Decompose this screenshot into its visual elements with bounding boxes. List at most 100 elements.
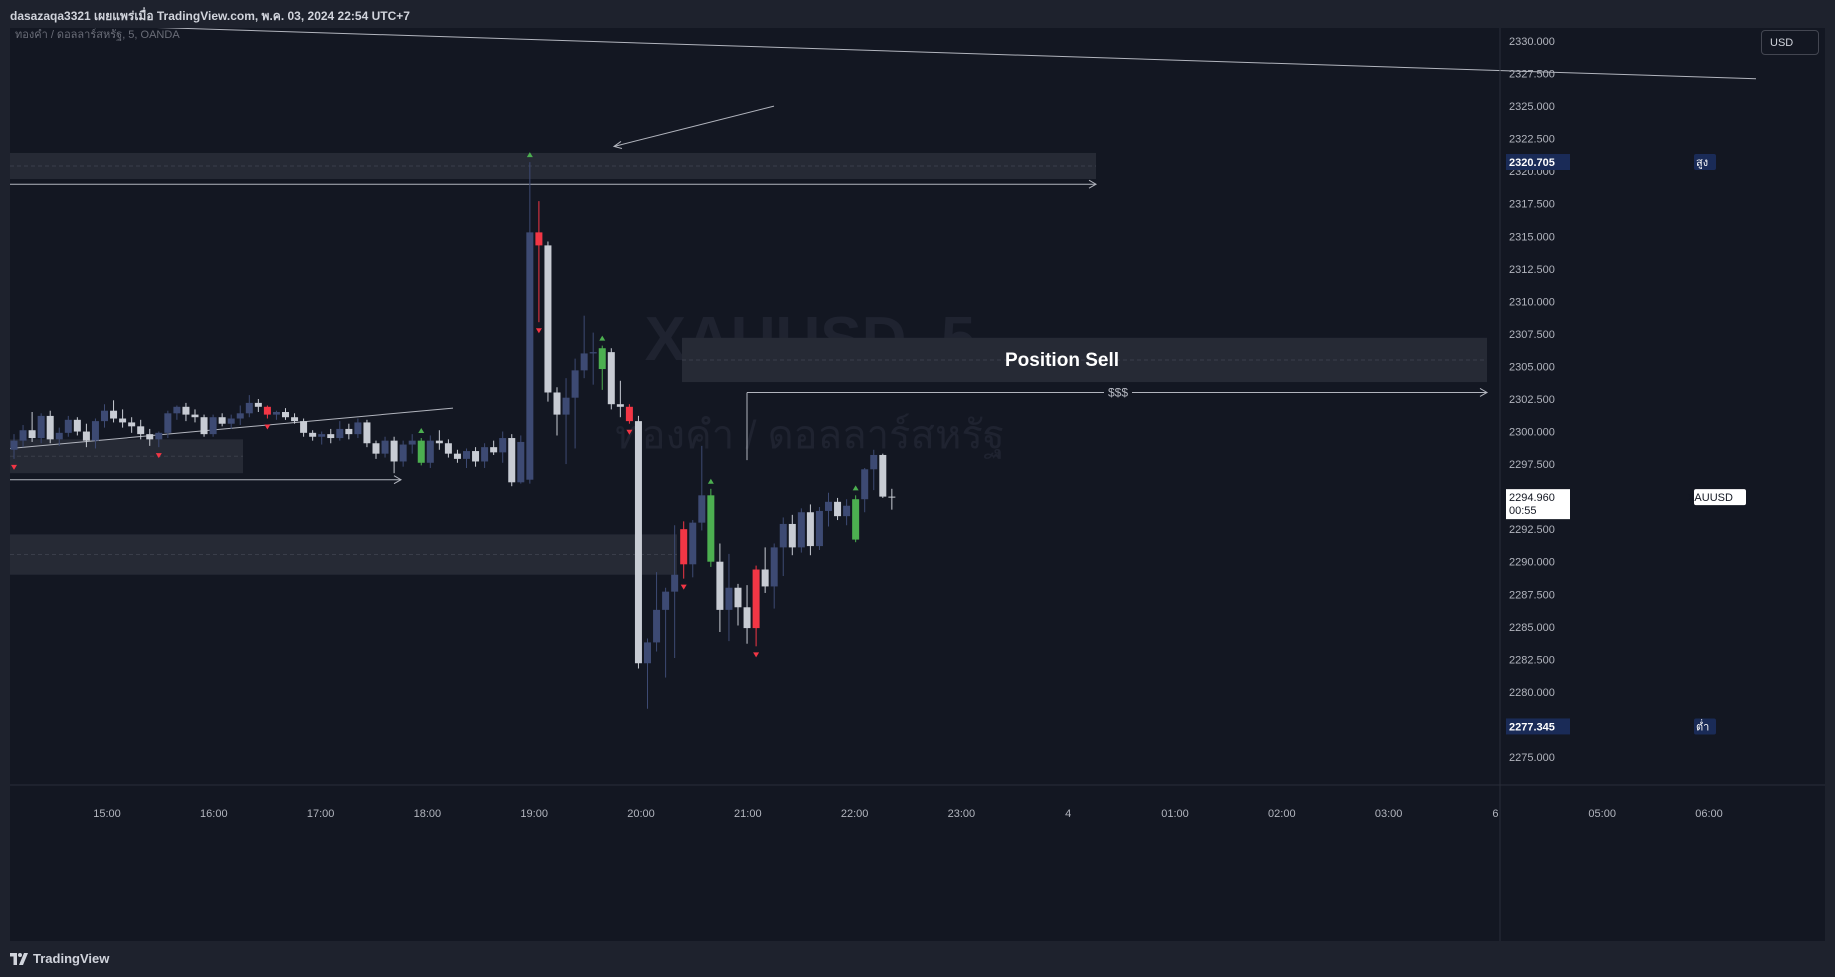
candle-body[interactable] xyxy=(517,441,525,483)
candle-body[interactable] xyxy=(544,245,552,393)
candle-body[interactable] xyxy=(173,406,181,414)
candle-body[interactable] xyxy=(137,426,145,435)
candle-body[interactable] xyxy=(752,569,760,629)
candle-body[interactable] xyxy=(381,440,389,454)
candle-body[interactable] xyxy=(272,412,280,415)
candle-body[interactable] xyxy=(164,413,172,433)
candle-body[interactable] xyxy=(227,418,235,424)
candle-body[interactable] xyxy=(463,451,470,459)
candle-body[interactable] xyxy=(815,510,823,547)
candle-body[interactable] xyxy=(408,440,416,445)
candle-body[interactable] xyxy=(535,232,543,246)
trendline-top[interactable] xyxy=(10,28,1757,80)
candle-body[interactable] xyxy=(73,419,81,432)
candle-body[interactable] xyxy=(345,428,353,435)
currency-button[interactable]: USD xyxy=(1761,30,1819,55)
candle-body[interactable] xyxy=(825,501,832,511)
candle-body[interactable] xyxy=(10,440,18,450)
candle-body[interactable] xyxy=(101,410,108,422)
candle-body[interactable] xyxy=(589,352,597,354)
candle-body[interactable] xyxy=(309,432,317,437)
candle-body[interactable] xyxy=(834,501,842,517)
candle-body[interactable] xyxy=(245,402,253,414)
candle-body[interactable] xyxy=(852,499,860,540)
candle-body[interactable] xyxy=(236,413,244,419)
candle-body[interactable] xyxy=(779,523,787,548)
candle-body[interactable] xyxy=(327,434,335,439)
candle-body[interactable] xyxy=(55,432,63,440)
candle-body[interactable] xyxy=(879,454,887,497)
candle-body[interactable] xyxy=(28,430,36,439)
candle-body[interactable] xyxy=(417,440,425,463)
candle-body[interactable] xyxy=(426,440,434,463)
candle-body[interactable] xyxy=(716,561,724,610)
pointer-arrow[interactable] xyxy=(613,105,775,147)
candle-body[interactable] xyxy=(861,469,869,500)
candle-body[interactable] xyxy=(580,353,588,371)
candle-body[interactable] xyxy=(888,496,896,498)
candle-body[interactable] xyxy=(200,417,208,435)
candle-body[interactable] xyxy=(254,402,262,407)
candle-body[interactable] xyxy=(671,574,679,592)
candle-body[interactable] xyxy=(743,607,751,629)
candle-body[interactable] xyxy=(490,447,498,453)
candle-body[interactable] xyxy=(300,421,308,433)
candle-body[interactable] xyxy=(806,512,814,547)
candle-body[interactable] xyxy=(182,406,190,415)
candle-body[interactable] xyxy=(662,591,670,610)
candle-body[interactable] xyxy=(616,404,624,407)
candle-body[interactable] xyxy=(399,444,407,462)
candle-body[interactable] xyxy=(390,440,398,462)
candle-body[interactable] xyxy=(209,417,217,435)
candle-body[interactable] xyxy=(336,428,344,439)
candle-body[interactable] xyxy=(571,370,579,398)
candle-body[interactable] xyxy=(770,547,778,587)
candle-body[interactable] xyxy=(37,415,45,439)
candle-body[interactable] xyxy=(562,397,570,415)
candle-body[interactable] xyxy=(318,434,326,437)
liquidity-label[interactable]: $$$ xyxy=(1108,385,1128,399)
candle-body[interactable] xyxy=(372,443,380,454)
candle-body[interactable] xyxy=(91,421,99,441)
candle-body[interactable] xyxy=(472,451,480,462)
candle-body[interactable] xyxy=(354,422,362,435)
candle-body[interactable] xyxy=(788,523,796,548)
candle-body[interactable] xyxy=(191,414,199,418)
candle-body[interactable] xyxy=(707,495,715,562)
candle-body[interactable] xyxy=(734,587,742,608)
candle-body[interactable] xyxy=(19,430,27,441)
candle-body[interactable] xyxy=(689,522,697,565)
tradingview-logo[interactable]: TradingView xyxy=(10,951,109,966)
candle-body[interactable] xyxy=(155,432,163,440)
candle-body[interactable] xyxy=(46,415,54,440)
candle-body[interactable] xyxy=(508,438,516,483)
candle-body[interactable] xyxy=(291,417,299,422)
candle-body[interactable] xyxy=(598,348,606,370)
candle-body[interactable] xyxy=(435,440,443,444)
candle-body[interactable] xyxy=(725,587,733,610)
candle-body[interactable] xyxy=(870,454,878,470)
candle-body[interactable] xyxy=(453,453,461,459)
candle-body[interactable] xyxy=(481,447,489,462)
candle-body[interactable] xyxy=(526,232,534,480)
candle-body[interactable] xyxy=(698,495,706,523)
candle-body[interactable] xyxy=(363,422,371,444)
candle-body[interactable] xyxy=(634,421,642,664)
candle-body[interactable] xyxy=(110,410,118,419)
candle-body[interactable] xyxy=(119,418,127,423)
candle-body[interactable] xyxy=(218,417,226,424)
candle-body[interactable] xyxy=(761,569,769,587)
candle-body[interactable] xyxy=(797,512,805,548)
position-sell-label[interactable]: Position Sell xyxy=(1005,350,1119,371)
candle-body[interactable] xyxy=(444,443,452,454)
candle-body[interactable] xyxy=(644,642,651,664)
candle-body[interactable] xyxy=(653,609,661,643)
candle-body[interactable] xyxy=(843,505,851,517)
candle-body[interactable] xyxy=(128,422,136,427)
candle-body[interactable] xyxy=(64,419,72,433)
candle-body[interactable] xyxy=(499,438,507,453)
candle-body[interactable] xyxy=(607,352,615,405)
candle-body[interactable] xyxy=(263,406,271,415)
